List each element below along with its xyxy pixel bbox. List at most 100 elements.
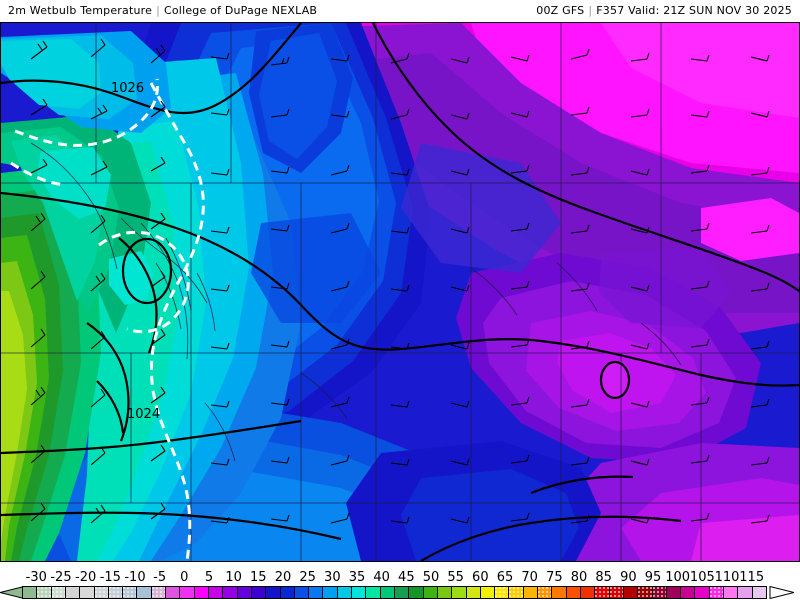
map-canvas[interactable] [1,23,799,561]
header-right-text: 00Z GFS | F357 Valid: 21Z SUN NOV 30 2025 [536,4,792,17]
product-title: 2m Wetbulb Temperature [8,4,153,17]
header-separator-left: | [156,4,160,17]
colorbar-swatch[interactable] [36,586,52,599]
colorbar-swatch[interactable] [93,586,109,599]
colorbar-swatches[interactable] [0,586,800,599]
colorbar-tick-label: 115 [739,570,765,585]
colorbar-tick-label: -25 [50,570,72,585]
colorbar-swatch[interactable] [222,586,238,599]
colorbar-swatch[interactable] [580,586,596,599]
colorbar-swatch[interactable] [50,586,66,599]
colorbar-swatch[interactable] [751,586,767,599]
colorbar-swatch[interactable] [150,586,167,599]
colorbar-swatch[interactable] [193,586,209,599]
wind-barb-layer [30,38,770,524]
colorbar-swatch[interactable] [508,586,524,599]
colorbar-swatch[interactable] [479,586,496,599]
colorbar-tick-label: 75 [546,570,563,585]
colorbar-swatch[interactable] [422,586,438,599]
colorbar-tick-label: 70 [521,570,538,585]
colorbar-tick-labels: -30 -25 -20 -15 -10 -5 0 5 10 15 20 25 30 35 40 45 50 55 6… [0,570,800,586]
colorbar-swatch[interactable] [694,586,710,599]
colorbar-swatch[interactable] [637,586,653,599]
colorbar-tick-label: -10 [124,570,146,585]
colorbar-swatch[interactable] [107,586,124,599]
colorbar-swatch[interactable] [608,586,624,599]
colorbar-tick-label: 100 [665,570,691,585]
colorbar-swatch[interactable] [494,586,510,599]
colorbar-swatch[interactable] [64,586,81,599]
colorbar-swatch[interactable] [723,586,739,599]
colorbar-swatch[interactable] [365,586,381,599]
colorbar-tick-label: -15 [99,570,121,585]
header-separator-right: | [588,4,593,17]
colorbar-swatch[interactable] [136,586,152,599]
colorbar-swatch[interactable] [522,586,539,599]
colorbar-swatch[interactable] [551,586,567,599]
colorbar-tick-label: 105 [689,570,715,585]
colorbar-swatch[interactable] [250,586,267,599]
colorbar[interactable]: -30 -25 -20 -15 -10 -5 0 5 10 15 20 25 30 35 40 45 50 55 6… [0,562,800,600]
colorbar-max-arrow [769,586,794,599]
colorbar-swatch[interactable] [236,586,252,599]
isobar-label-1026: 1026 [111,81,145,96]
colorbar-swatch[interactable] [651,586,667,599]
colorbar-swatch[interactable] [680,586,696,599]
colorbar-swatch[interactable] [451,586,467,599]
colorbar-swatch[interactable] [565,586,581,599]
colorbar-swatch[interactable] [208,586,224,599]
colorbar-tick-label: 35 [348,570,366,585]
colorbar-swatch[interactable] [594,586,610,599]
colorbar-tick-label: 85 [595,570,612,585]
colorbar-tick-label: 60 [472,570,489,585]
colorbar-tick-label: 55 [447,570,464,585]
colorbar-swatch[interactable] [279,586,295,599]
isobar-label-1024: 1024 [127,407,161,422]
data-source-label: College of DuPage NEXLAB [164,4,318,17]
colorbar-swatch[interactable] [179,586,195,599]
colorbar-swatch[interactable] [665,586,682,599]
forecast-hour-label: F357 [596,4,625,17]
colorbar-swatch[interactable] [322,586,338,599]
valid-time-label: Valid: 21Z SUN NOV 30 2025 [628,4,792,17]
freezing-line-layer [10,78,205,561]
colorbar-tick-label: 30 [324,570,341,585]
header-left-text: 2m Wetbulb Temperature | College of DuPage… [8,4,317,17]
colorbar-swatch[interactable] [165,586,181,599]
colorbar-tick-label: 45 [398,570,415,585]
colorbar-swatch[interactable] [293,586,310,599]
colorbar-tick-label: -20 [75,570,97,585]
colorbar-swatch[interactable] [436,586,453,599]
colorbar-tick-label: 110 [714,570,740,585]
colorbar-swatch[interactable] [265,586,281,599]
contour-fill-layer [1,23,799,561]
colorbar-swatch[interactable] [408,586,424,599]
weather-map[interactable]: 1026 1024 [0,22,800,562]
colorbar-swatch[interactable] [465,586,481,599]
header-bar: 2m Wetbulb Temperature | College of DuPage… [0,0,800,22]
colorbar-swatch[interactable] [537,586,553,599]
colorbar-tick-label: -30 [25,570,47,585]
colorbar-tick-label: 65 [496,570,514,585]
colorbar-swatch[interactable] [379,586,395,599]
colorbar-tick-label: 20 [274,570,292,585]
colorbar-tick-label: -5 [153,570,167,585]
colorbar-swatch[interactable] [394,586,410,599]
colorbar-swatch[interactable] [308,586,324,599]
colorbar-swatch[interactable] [122,586,138,599]
colorbar-swatch[interactable] [22,586,38,599]
colorbar-swatch[interactable] [622,586,639,599]
colorbar-tick-label: 40 [373,570,390,585]
colorbar-tick-label: 50 [422,570,440,585]
colorbar-swatch[interactable] [336,586,353,599]
colorbar-swatch[interactable] [737,586,753,599]
colorbar-tick-label: 25 [299,570,316,585]
colorbar-tick-label: 10 [225,570,242,585]
colorbar-swatch[interactable] [79,586,95,599]
colorbar-swatch[interactable] [708,586,725,599]
colorbar-swatch[interactable] [351,586,367,599]
colorbar-tick-label: 90 [620,570,637,585]
colorbar-tick-label: 80 [570,570,588,585]
political-boundaries-layer [1,23,799,561]
colorbar-tick-label: 15 [250,570,267,585]
